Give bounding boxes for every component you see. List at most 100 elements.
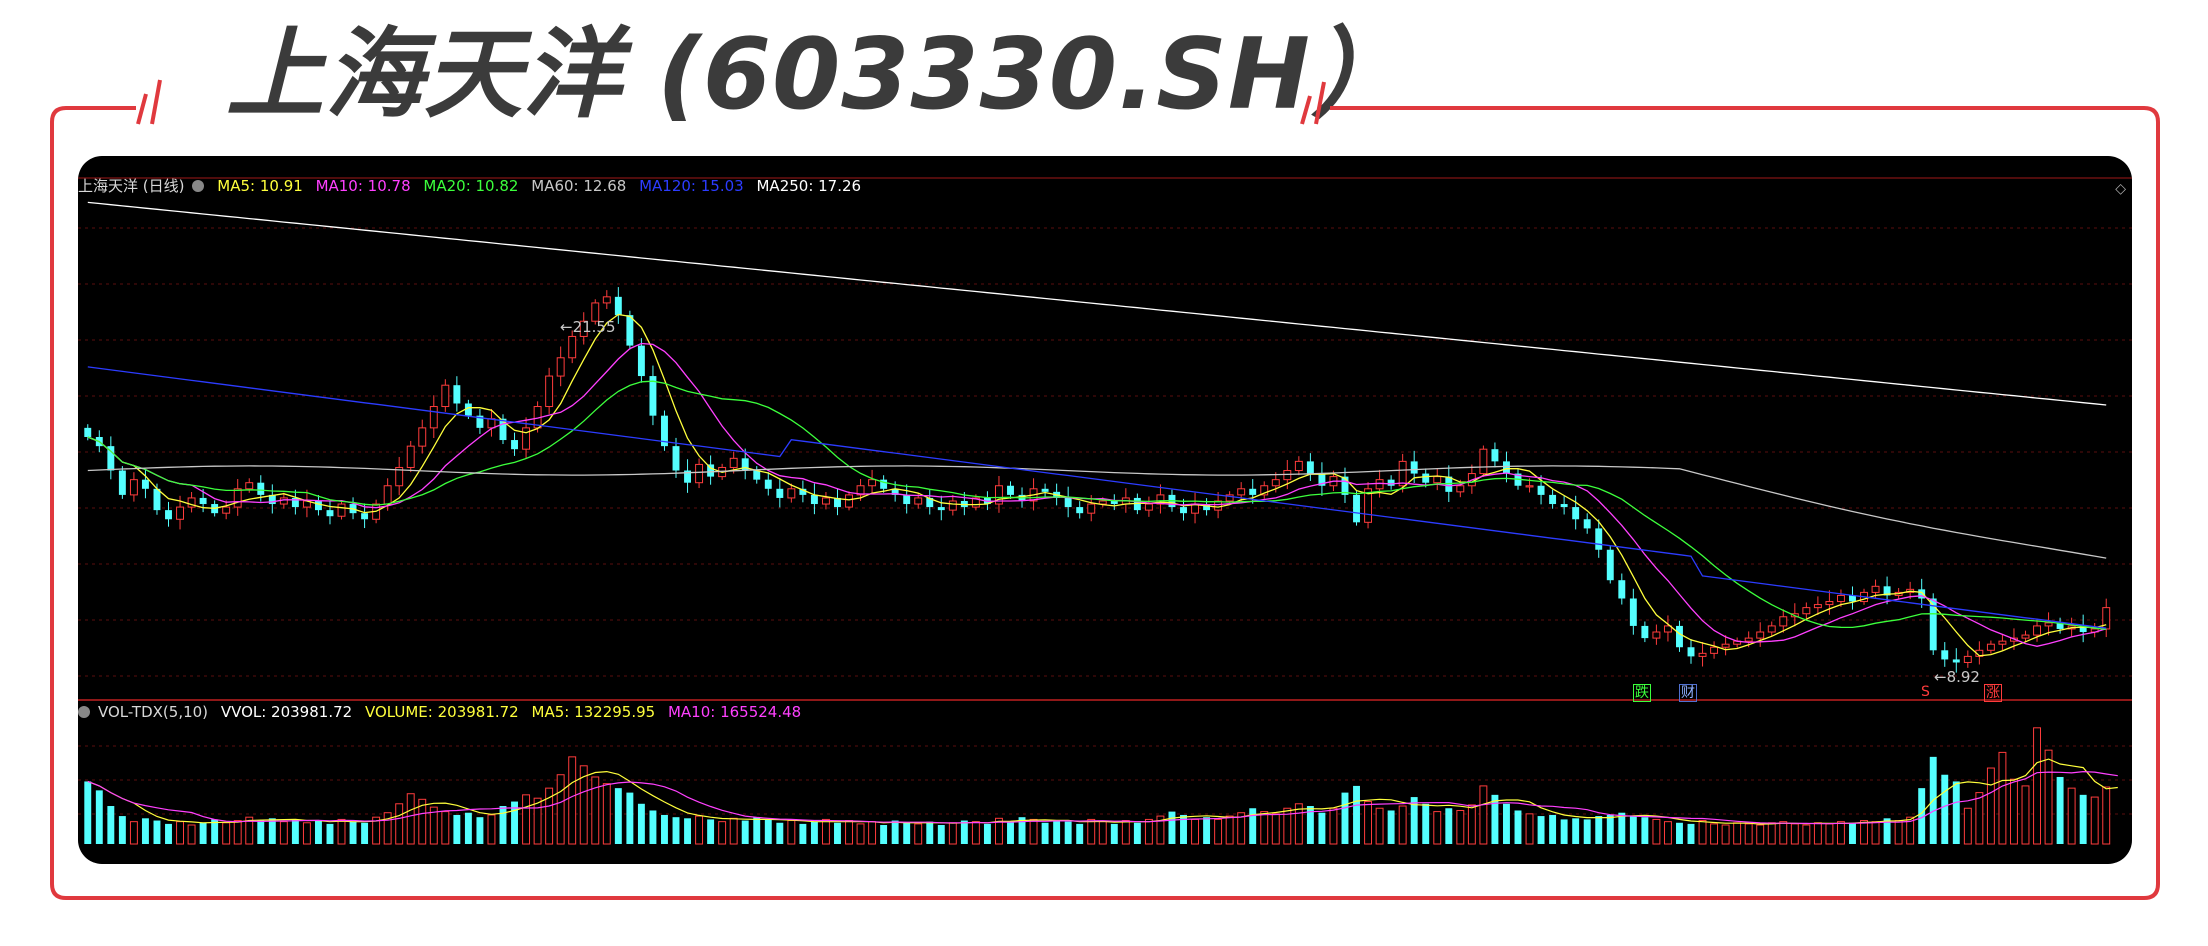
candle-body: [1572, 507, 1580, 520]
volume-bar: [1779, 821, 1788, 845]
candle-body: [84, 427, 92, 437]
ma120-label: MA120: 15.03: [639, 177, 744, 195]
volume-label: VOLUME: 203981.72: [364, 703, 519, 721]
volume-bar: [649, 810, 657, 844]
candle-body: [626, 315, 634, 346]
volume-bar: [1445, 808, 1453, 844]
candle-body: [107, 446, 115, 471]
finance-marker[interactable]: 财: [1679, 684, 1697, 702]
candle-body: [337, 503, 346, 517]
security-name: 上海天洋 (日线): [78, 177, 185, 195]
volume-bar: [349, 821, 357, 844]
candle-body: [1629, 598, 1637, 626]
volume-bar: [1560, 819, 1568, 844]
volume-bar: [84, 781, 92, 844]
volume-bar: [499, 806, 507, 844]
volume-bar: [2090, 796, 2099, 845]
candle-body: [429, 406, 438, 429]
volume-bar: [1087, 818, 1096, 845]
volume-bar: [948, 822, 957, 845]
candle-body: [361, 513, 369, 520]
volume-bar: [1306, 806, 1314, 844]
volume-bar: [383, 812, 392, 845]
s-marker[interactable]: S: [1921, 684, 1930, 700]
volume-bar: [1433, 811, 1442, 845]
volume-bar: [2010, 778, 2018, 845]
volume-bar: [880, 825, 888, 844]
toggle-icon[interactable]: [78, 706, 90, 718]
toggle-icon[interactable]: [192, 180, 205, 192]
volume-ma5-label: MA5: 132295.95: [531, 703, 656, 721]
candle-body: [1237, 488, 1246, 496]
volume-bar: [1744, 823, 1753, 845]
candle-body: [1618, 580, 1626, 599]
candle-body: [141, 479, 149, 489]
volume-bar: [695, 815, 704, 845]
volume-bar: [614, 788, 622, 844]
candle-body: [464, 403, 472, 416]
candle-body: [1537, 485, 1545, 495]
volume-bar: [718, 821, 727, 845]
ma5-line: [87, 313, 2107, 657]
candle-body: [1883, 586, 1891, 596]
candle-body: [579, 320, 588, 337]
volume-bar: [1537, 816, 1545, 844]
volume-bar: [983, 823, 991, 844]
volume-bar: [591, 776, 600, 845]
candle-body: [1825, 601, 1834, 606]
diamond-icon[interactable]: ◇: [2115, 180, 2126, 196]
volume-bar: [1698, 820, 1707, 845]
candle-body: [2044, 622, 2053, 627]
candle-body: [1802, 607, 1811, 615]
volume-bar: [1203, 817, 1211, 844]
candle-body: [268, 494, 276, 505]
volume-legend: VOL-TDX(5,10) VVOL: 203981.72 VOLUME: 20…: [78, 702, 809, 722]
candle-body: [926, 497, 934, 508]
candle-body: [453, 385, 461, 404]
candle-body: [1387, 479, 1395, 486]
candle-body: [753, 470, 761, 480]
volume-bar: [729, 817, 738, 845]
volume-bar: [176, 821, 184, 845]
candle-body: [1744, 637, 1753, 642]
volume-bar: [1398, 805, 1407, 845]
volume-bar: [429, 806, 438, 845]
volume-bar: [1387, 810, 1395, 844]
down-marker[interactable]: 跌: [1633, 684, 1651, 702]
volume-bar: [1975, 792, 1984, 845]
price-legend: 上海天洋 (日线) MA5: 10.91 MA10: 10.78 MA20: 1…: [78, 176, 869, 196]
candle-body: [1180, 507, 1187, 514]
volume-bar: [1652, 818, 1661, 845]
volume-bar: [937, 825, 945, 844]
candle-body: [661, 415, 668, 447]
candle-body: [614, 296, 622, 316]
candle-body: [326, 510, 334, 517]
ma20-label: MA20: 10.82: [423, 177, 519, 195]
volume-bar: [2056, 776, 2064, 844]
volume-bar: [1503, 803, 1510, 844]
volume-bar: [1756, 824, 1765, 845]
volume-bar: [1283, 807, 1292, 845]
volume-bar: [1871, 821, 1880, 845]
volume-bar: [291, 819, 299, 844]
candle-body: [1041, 488, 1049, 492]
volume-bar: [1467, 804, 1476, 845]
volume-bar: [279, 821, 288, 845]
volume-bar: [165, 823, 172, 844]
volume-bar: [1641, 817, 1649, 844]
candle-body: [118, 470, 126, 495]
volume-bar: [684, 818, 691, 844]
volume-bar: [1733, 822, 1742, 845]
candle-body: [383, 485, 392, 505]
candle-body: [1318, 473, 1326, 486]
volume-bar: [1687, 823, 1695, 844]
volume-bar: [1294, 803, 1303, 845]
volume-bar: [1375, 807, 1384, 845]
volume-bar: [1525, 813, 1534, 845]
up-marker[interactable]: 涨: [1984, 684, 2002, 702]
candle-body: [602, 296, 611, 304]
candle-body: [1676, 625, 1683, 648]
volume-bar: [579, 765, 588, 845]
candle-body: [187, 497, 196, 508]
candle-body: [1375, 479, 1384, 490]
